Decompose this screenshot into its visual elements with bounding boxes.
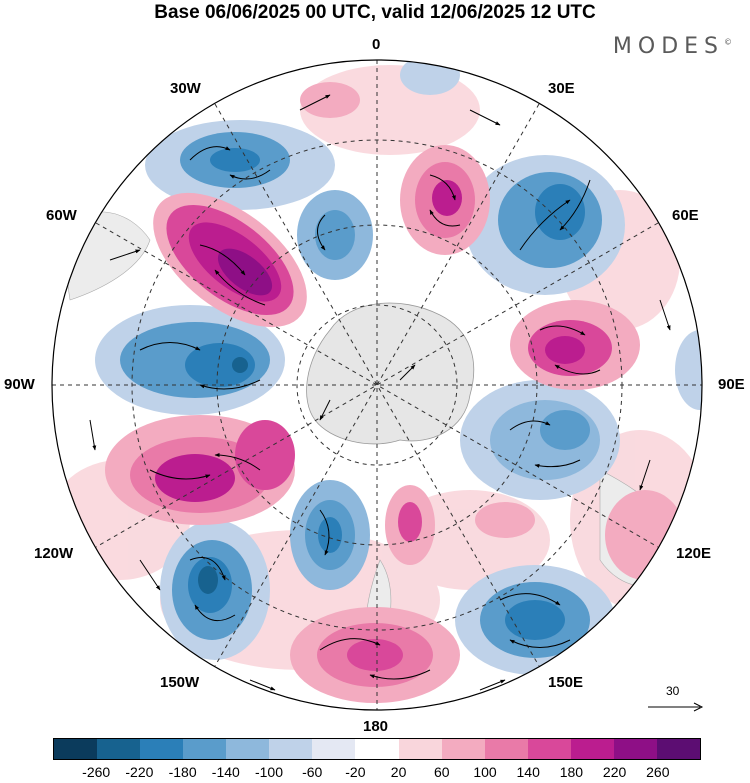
meridian-label-90w: 90W xyxy=(4,376,35,393)
colorbar-segment xyxy=(97,739,141,759)
meridian-label-0: 0 xyxy=(372,36,381,53)
meridian-label-30w: 30W xyxy=(170,80,201,97)
colorbar-tick-label: 60 xyxy=(434,764,450,780)
map-border xyxy=(51,59,703,711)
colorbar-segment xyxy=(54,739,98,759)
colorbar-tick-label: -60 xyxy=(302,764,323,780)
meridian-label-150e: 150E xyxy=(548,674,584,691)
colorbar-tick-label: -100 xyxy=(254,764,284,780)
meridian-label-60e: 60E xyxy=(672,207,699,224)
colorbar-tick-label: 100 xyxy=(473,764,497,780)
meridian-label-180: 180 xyxy=(363,718,389,735)
colorbar-tick-label: 20 xyxy=(390,764,407,780)
anomaly-field xyxy=(52,60,702,710)
colorbar-segment xyxy=(484,739,528,759)
colorbar-segment xyxy=(441,739,485,759)
colorbar-tick-label: -20 xyxy=(345,764,366,780)
reference-vector-label: 30 xyxy=(666,684,680,698)
colorbar-segment xyxy=(226,739,270,759)
copyright-mark: © xyxy=(724,37,732,47)
colorbar-tick-label: -180 xyxy=(168,764,197,780)
colorbar-segment xyxy=(527,739,571,759)
map-title: Base 06/06/2025 00 UTC, valid 12/06/2025… xyxy=(154,2,596,23)
colorbar-tick-label: -260 xyxy=(82,764,111,780)
colorbar-tick-label: 140 xyxy=(516,764,540,780)
meridian-label-150w: 150W xyxy=(160,674,200,691)
colorbar-segment xyxy=(570,739,614,759)
colorbar-segment xyxy=(140,739,184,759)
meridian-label-30e: 30E xyxy=(548,80,575,97)
graticule xyxy=(52,60,702,710)
meridian-label-120e: 120E xyxy=(676,545,712,562)
colorbar-tick-label: 260 xyxy=(646,764,670,780)
colorbar-segment xyxy=(398,739,442,759)
colorbar-segment xyxy=(656,739,700,759)
colorbar-tick-label: -220 xyxy=(125,764,154,780)
meridian-label-120w: 120W xyxy=(34,545,74,562)
colorbar-segment xyxy=(269,739,313,759)
brand-logo: MODES© xyxy=(613,34,732,59)
colorbar-ticks: -260 -220 -180 -140 -100 -60 -20 20 60 100 140 180 2… xyxy=(53,764,701,782)
colorbar-tick-label: 220 xyxy=(602,764,627,780)
colorbar-tick-label: 180 xyxy=(559,764,584,780)
colorbar-segment xyxy=(312,739,356,759)
colorbar xyxy=(53,738,701,760)
colorbar-segment xyxy=(355,739,399,759)
colorbar-segment xyxy=(613,739,657,759)
meridian-label-90e: 90E xyxy=(718,376,745,393)
brand-name: MODES xyxy=(612,34,724,59)
colorbar-tick-label: -140 xyxy=(211,764,240,780)
colorbar-segment xyxy=(183,739,227,759)
reference-vector-arrow xyxy=(648,702,704,712)
meridian-label-60w: 60W xyxy=(46,207,77,224)
